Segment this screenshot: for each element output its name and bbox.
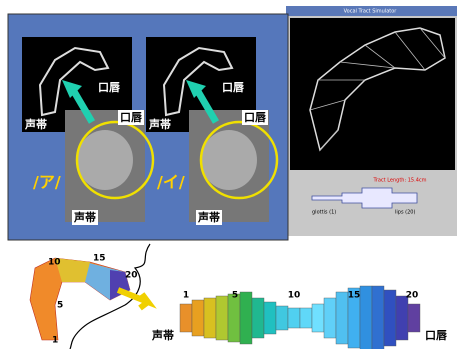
area-section [240,292,252,344]
glottis-label: 声帯 [151,328,174,342]
yellow-arrow [118,290,148,308]
tract-length: Tract Length: 15.4cm [372,178,426,184]
mri-glottis: 声帯 [73,210,96,224]
section-number: 10 [288,291,301,301]
model-glottis: 声帯 [148,117,171,131]
model-glottis: 声帯 [24,117,47,131]
area-section [204,298,216,338]
area-section [300,308,312,328]
area-section [252,298,264,338]
glottis-label: glottis (1) [312,210,336,216]
model-lips: 口唇 [98,81,121,94]
figure: Vocal Tract Simulator Tract Length: 15.4… [0,0,457,349]
simulator-window: Vocal Tract Simulator Tract Length: 15.4… [286,6,457,236]
area-section [312,304,324,332]
area-section [360,286,372,349]
area-section [264,302,276,334]
model-lips: 口唇 [222,81,245,94]
section-number: 5 [232,291,238,301]
mri-lips: 口唇 [244,111,267,124]
lips-label: lips (20) [395,210,415,216]
area-section [324,298,336,338]
section-number: 1 [183,291,189,301]
section-number: 15 [348,291,361,301]
area-section [384,290,396,346]
area-section [216,296,228,340]
lips-label: 口唇 [425,329,448,342]
section-number: 1 [52,336,58,346]
mri-anatomy [77,130,133,190]
vowel-label: /ア/ [33,173,61,192]
area-section [408,304,420,332]
area-section [336,292,348,344]
section-number: 5 [57,301,63,311]
area-section [276,306,288,330]
section-number: 15 [93,254,106,264]
area-section [372,286,384,349]
area-section [228,294,240,342]
window-title: Vocal Tract Simulator [344,9,398,15]
area-section [192,300,204,336]
area-section [180,304,192,332]
area-section [288,308,300,328]
mri-glottis: 声帯 [197,210,220,224]
mri-lips: 口唇 [120,111,143,124]
section-number: 10 [48,258,61,268]
vowel-label: /イ/ [157,173,185,192]
mri-anatomy [201,130,257,190]
section-number: 20 [406,291,419,301]
section-number: 20 [125,271,138,281]
area-section [396,296,408,340]
